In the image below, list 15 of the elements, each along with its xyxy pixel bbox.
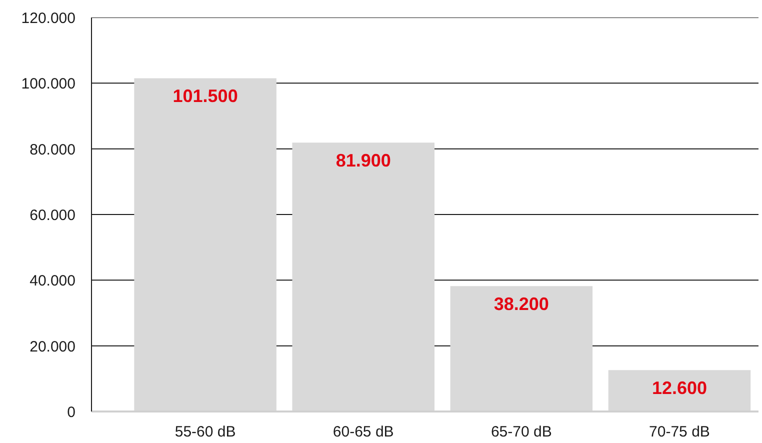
y-tick-label: 100.000 <box>21 76 76 93</box>
y-tick-label: 40.000 <box>30 272 76 290</box>
data-label: 12.600 <box>652 378 708 398</box>
x-tick-label: 55-60 dB <box>174 424 236 440</box>
data-label: 101.500 <box>172 86 238 106</box>
x-tick-label: 60-65 dB <box>332 424 394 440</box>
x-tick-label: 70-75 dB <box>649 424 710 440</box>
y-tick-label: 60.000 <box>30 207 76 224</box>
y-tick-label: 20.000 <box>30 338 76 356</box>
data-label: 38.200 <box>494 294 549 314</box>
y-tick-label: 120.000 <box>21 10 76 27</box>
y-tick-label: 80.000 <box>30 141 76 158</box>
y-tick-label: 0 <box>67 404 76 421</box>
data-label: 81.900 <box>336 150 391 171</box>
x-tick-label: 65-70 dB <box>490 424 552 440</box>
